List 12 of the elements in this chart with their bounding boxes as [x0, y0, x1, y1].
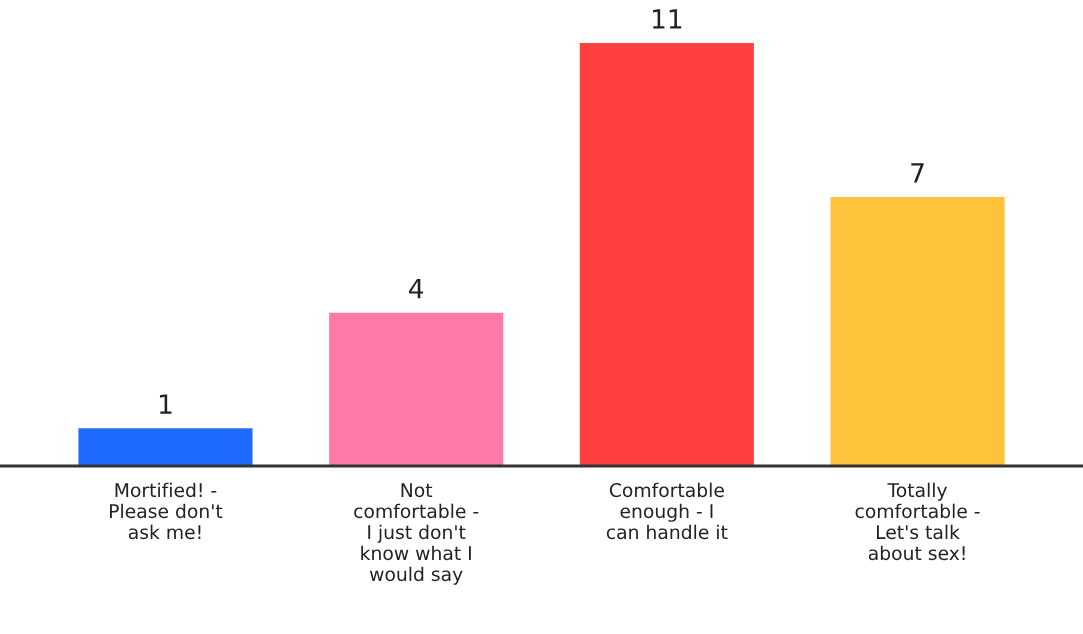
x-tick-label: Not comfortable - I just don't know what I would say: [354, 483, 479, 585]
bar: [578, 41, 756, 466]
data-label: 4: [409, 278, 424, 299]
x-tick-label: Comfortable enough - I can handle it: [606, 482, 728, 540]
data-label: 11: [652, 9, 682, 29]
x-tick-label: Mortified! - Please don't ask me!: [110, 482, 223, 540]
bar: [77, 426, 254, 466]
x-tick-label: Totally comfortable - Let's talk about sex!: [855, 482, 980, 561]
bar: [829, 195, 1006, 466]
data-label: 1: [159, 394, 172, 414]
bar: [327, 311, 505, 466]
data-label: 7: [911, 163, 924, 183]
